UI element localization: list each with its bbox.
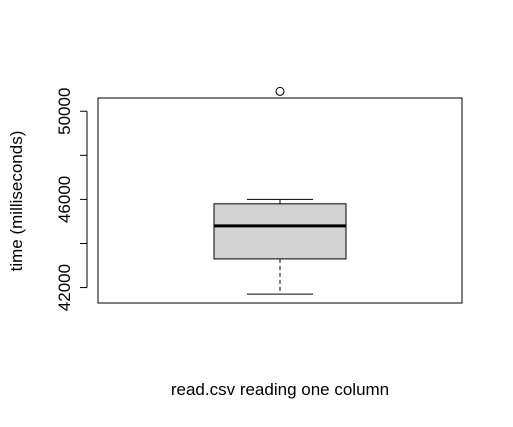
outlier-point-0	[275, 86, 285, 96]
y-tick-label-42000: 42000	[55, 264, 74, 311]
y-axis-title: time (milliseconds)	[7, 131, 26, 272]
y-tick-label-50000: 50000	[55, 88, 74, 135]
iqr-box	[213, 203, 347, 260]
box-group	[213, 86, 347, 295]
x-axis-title: read.csv reading one column	[171, 380, 389, 399]
plot-frame	[97, 97, 463, 304]
y-axis: 42000 46000 50000	[55, 88, 88, 311]
y-tick-label-46000: 46000	[55, 176, 74, 223]
